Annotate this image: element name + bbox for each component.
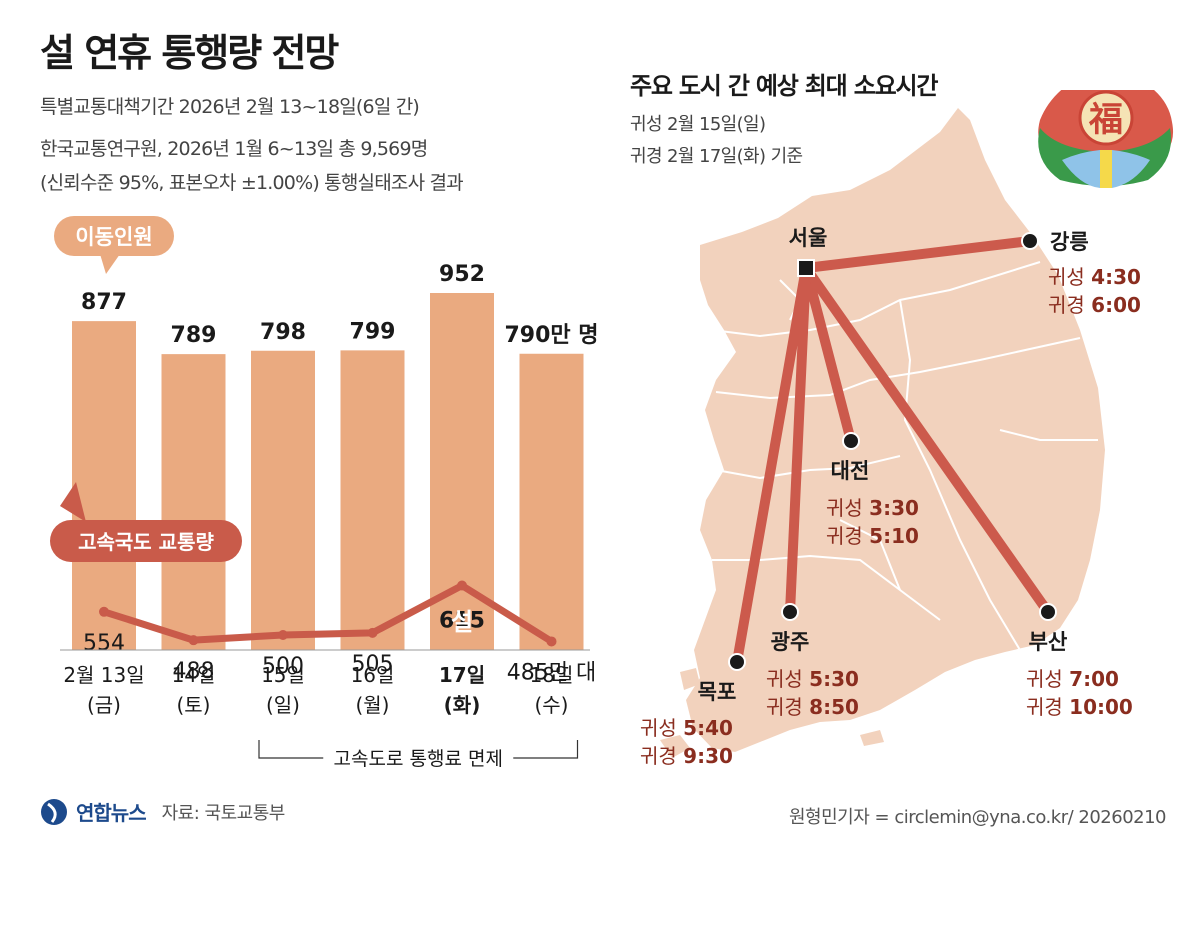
- korea-route-map: 서울 강릉 대전 광주 목포 부산 귀성 4:30 귀경 6:00 귀성 3:3…: [640, 90, 1173, 768]
- bar-value-label-3: 799: [350, 319, 396, 344]
- bar-3: [340, 350, 405, 650]
- map-subtitle-return: 귀경 2월 17일(화) 기준: [630, 146, 803, 167]
- source-text: 자료: 국토교통부: [161, 802, 286, 824]
- lucky-pouch-icon: 福: [1038, 90, 1173, 188]
- daejeon-label: 대전: [831, 459, 870, 483]
- pouch-character: 福: [1088, 100, 1123, 140]
- labels-layer: 877 789 798 799 952 790만 명 554 488 500 505 615 485만…: [81, 262, 599, 685]
- route-seoul-mokpo: [732, 263, 811, 667]
- x-weekday-label-1: (토): [176, 693, 210, 717]
- daejeon-marker: [842, 432, 860, 450]
- subtitle-survey-line-1: 한국교통연구원, 2026년 1월 6~13일 총 9,569명: [40, 138, 428, 160]
- bracket-right: [513, 740, 579, 759]
- busan-marker: [1039, 603, 1057, 621]
- mokpo-label: 목포: [698, 680, 737, 704]
- legend-line-label: 고속국도 교통량: [78, 530, 214, 554]
- gangneung-label: 강릉: [1050, 230, 1089, 254]
- bar-value-label-1: 789: [171, 323, 217, 348]
- line-value-label-4: 615: [439, 609, 485, 634]
- x-tick-label-0: 2월 13일: [63, 663, 144, 687]
- x-weekday-label-3: (월): [355, 693, 389, 717]
- bracket-label: 고속도로 통행료 면제: [334, 748, 503, 770]
- mokpo-marker: [728, 653, 746, 671]
- x-weekday-label-4: (화): [444, 693, 481, 717]
- seoul-marker: [797, 259, 815, 277]
- province-borders: [711, 261, 1098, 651]
- brand-name: 연합뉴스: [76, 801, 147, 825]
- korea-peninsula: [686, 108, 1105, 752]
- bar-value-label-5: 790만 명: [504, 323, 598, 348]
- map-title: 주요 도시 간 예상 최대 소요시간: [630, 72, 938, 100]
- busan-go: 귀성 7:00: [1026, 667, 1119, 691]
- line-layer: [99, 580, 557, 647]
- x-weekday-label-0: (금): [87, 693, 121, 717]
- gangneung-marker: [1021, 232, 1039, 250]
- busan-label: 부산: [1029, 630, 1068, 654]
- mokpo-return: 귀경 9:30: [640, 744, 733, 768]
- bar-value-label-0: 877: [81, 290, 127, 315]
- island-sw: [680, 668, 700, 690]
- line-value-label-2: 500: [262, 654, 304, 679]
- route-seoul-gwangju: [785, 263, 811, 617]
- subtitle-period: 특별교통대책기간 2026년 2월 13~18일(6일 간): [40, 96, 420, 118]
- line-point-1: [188, 635, 199, 646]
- line-point-5: [546, 636, 557, 647]
- route-seoul-daejeon: [801, 263, 856, 446]
- x-weekday-label-5: (수): [534, 693, 568, 717]
- bar-2: [251, 350, 315, 650]
- daejeon-go: 귀성 3:30: [826, 496, 919, 520]
- line-value-label-5: 485만 대: [507, 660, 596, 685]
- traffic-line: [102, 582, 554, 645]
- gwangju-return: 귀경 8:50: [766, 695, 859, 719]
- x-tick-label-4: 17일: [439, 663, 485, 687]
- daejeon-return: 귀경 5:10: [826, 524, 919, 548]
- x-tick-label-5: 18일: [530, 663, 574, 687]
- island-jeju-strait: [660, 735, 690, 758]
- line-point-4: [457, 580, 467, 591]
- bar-1: [161, 354, 226, 650]
- bar-0: [72, 321, 136, 650]
- mokpo-go: 귀성 5:40: [640, 716, 733, 740]
- x-tick-label-3: 16일: [351, 663, 395, 687]
- x-tick-label-1: 14일: [172, 663, 216, 687]
- gangneung-go: 귀성 4:30: [1048, 265, 1141, 289]
- subtitle-survey-line-2: (신뢰수준 95%, 표본오차 ±1.00%) 통행실태조사 결과: [40, 172, 464, 194]
- bars-layer: [72, 293, 584, 650]
- route-seoul-busan: [801, 263, 1053, 617]
- legend-bar-pill: 이동인원: [54, 216, 174, 274]
- x-weekday-label-2: (일): [266, 693, 300, 717]
- gwangju-label: 광주: [771, 630, 810, 654]
- credit-text: 원형민기자 = circlemin@yna.co.kr/ 20260210: [789, 807, 1167, 828]
- traffic-chart: 877 789 798 799 952 790만 명 554 488 500 505 615 485만…: [50, 216, 599, 770]
- line-point-3: [367, 627, 378, 638]
- busan-return: 귀경 10:00: [1026, 695, 1133, 719]
- x-tick-label-2: 15일: [261, 663, 305, 687]
- highlight-label: 설: [451, 608, 473, 636]
- bar-value-label-2: 798: [260, 320, 306, 345]
- brand-logo: 연합뉴스 자료: 국토교통부: [40, 797, 285, 826]
- line-value-label-3: 505: [352, 652, 394, 677]
- map-subtitle-go: 귀성 2월 15일(일): [630, 114, 766, 135]
- legend-bar-label: 이동인원: [75, 225, 152, 249]
- bar-value-label-4: 952: [439, 262, 485, 287]
- axis-layer: 2월 13일 (금) 14일 (토) 15일 (일) 16일 (월) 17일 (화) 18일 (수) 고…: [60, 649, 590, 770]
- bracket-left: [258, 740, 324, 759]
- gangneung-return: 귀경 6:00: [1048, 293, 1141, 317]
- seoul-label: 서울: [789, 226, 828, 250]
- legend-line-pill: 고속국도 교통량: [50, 482, 242, 562]
- line-value-label-1: 488: [173, 659, 215, 684]
- bar-5: [519, 353, 584, 650]
- yonhap-logo-icon: [41, 798, 67, 825]
- city-labels: 서울 강릉 대전 광주 목포 부산: [698, 226, 1089, 704]
- island-south: [860, 730, 884, 746]
- line-point-2: [278, 630, 288, 640]
- route-seoul-gangneung: [801, 236, 1035, 273]
- gwangju-marker: [781, 603, 799, 621]
- route-lines: [732, 236, 1053, 667]
- line-value-label-0: 554: [83, 631, 125, 656]
- gwangju-go: 귀성 5:30: [766, 667, 859, 691]
- page-title: 설 연휴 통행량 전망: [40, 31, 339, 75]
- travel-times: 귀성 4:30 귀경 6:00 귀성 3:30 귀경 5:10 귀성 5:30 …: [640, 265, 1141, 768]
- line-point-0: [99, 606, 109, 617]
